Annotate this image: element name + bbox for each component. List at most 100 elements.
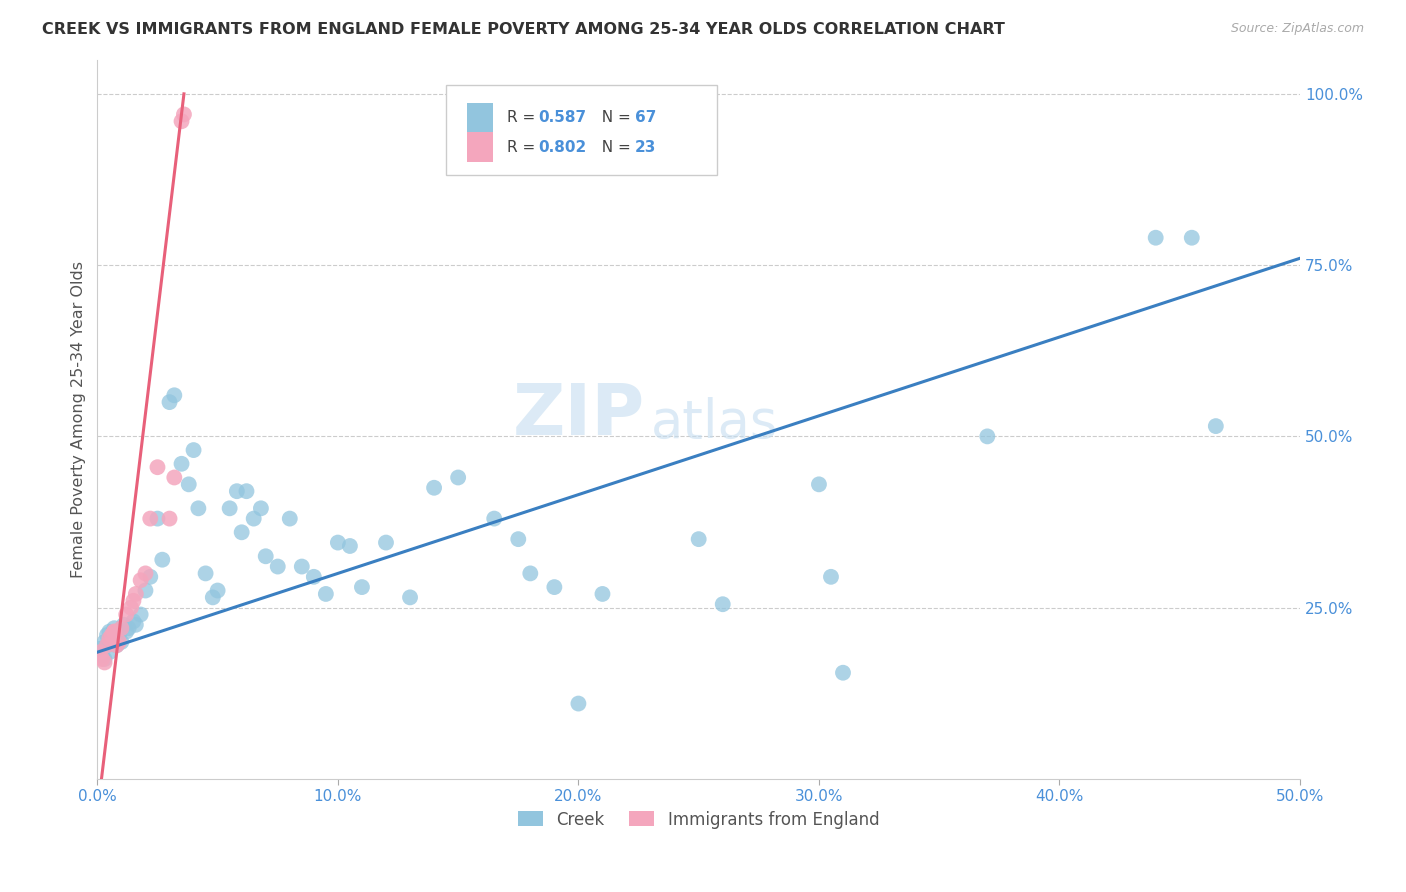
Point xyxy=(98,632,121,646)
Point xyxy=(194,566,217,581)
Point xyxy=(96,638,118,652)
Point xyxy=(105,638,128,652)
Point xyxy=(163,470,186,484)
Point xyxy=(820,570,842,584)
Point xyxy=(89,641,111,656)
Point xyxy=(91,652,114,666)
Text: 23: 23 xyxy=(636,140,657,155)
Point xyxy=(163,388,186,402)
Point xyxy=(103,621,125,635)
Point xyxy=(159,511,181,525)
Point xyxy=(150,552,173,566)
Point xyxy=(101,635,124,649)
Point xyxy=(201,591,224,605)
Point xyxy=(423,481,446,495)
Point xyxy=(177,477,200,491)
Point xyxy=(543,580,565,594)
Point xyxy=(1181,230,1204,244)
Text: atlas: atlas xyxy=(651,397,778,449)
Text: N =: N = xyxy=(592,140,636,155)
Point xyxy=(98,624,121,639)
Point xyxy=(231,525,253,540)
Point xyxy=(110,621,132,635)
Point xyxy=(832,665,855,680)
Point xyxy=(105,638,128,652)
Point xyxy=(447,470,470,484)
Point xyxy=(112,617,135,632)
Text: CREEK VS IMMIGRANTS FROM ENGLAND FEMALE POVERTY AMONG 25-34 YEAR OLDS CORRELATIO: CREEK VS IMMIGRANTS FROM ENGLAND FEMALE … xyxy=(42,22,1005,37)
FancyBboxPatch shape xyxy=(467,132,494,162)
Point xyxy=(159,395,181,409)
Point xyxy=(96,628,118,642)
Point xyxy=(101,628,124,642)
Point xyxy=(1144,230,1167,244)
Point xyxy=(129,574,152,588)
Point xyxy=(688,532,710,546)
Point xyxy=(350,580,373,594)
Point xyxy=(120,600,142,615)
Point xyxy=(108,628,131,642)
Point xyxy=(134,583,156,598)
Point xyxy=(225,484,247,499)
Point xyxy=(139,570,162,584)
Point xyxy=(1205,419,1227,434)
Point xyxy=(250,501,273,516)
Point xyxy=(976,429,998,443)
Point xyxy=(122,615,145,629)
Text: R =: R = xyxy=(508,111,540,126)
Point xyxy=(93,652,115,666)
Point xyxy=(399,591,422,605)
Point xyxy=(125,617,148,632)
Point xyxy=(592,587,614,601)
Text: N =: N = xyxy=(592,111,636,126)
Point xyxy=(125,587,148,601)
Text: 0.587: 0.587 xyxy=(538,111,586,126)
Point xyxy=(93,635,115,649)
Point xyxy=(93,656,115,670)
Point xyxy=(519,566,541,581)
Point xyxy=(146,460,169,475)
Point xyxy=(170,457,193,471)
Point xyxy=(711,597,734,611)
Point xyxy=(146,511,169,525)
Point xyxy=(267,559,290,574)
FancyBboxPatch shape xyxy=(467,103,494,133)
Point xyxy=(115,624,138,639)
Point xyxy=(339,539,361,553)
Point xyxy=(96,638,118,652)
Point xyxy=(807,477,830,491)
Point xyxy=(170,114,193,128)
Point xyxy=(91,648,114,663)
Point xyxy=(207,583,229,598)
Point xyxy=(89,645,111,659)
Point xyxy=(235,484,257,499)
Legend: Creek, Immigrants from England: Creek, Immigrants from England xyxy=(512,804,886,835)
Text: ZIP: ZIP xyxy=(512,381,644,450)
Point xyxy=(218,501,240,516)
Point xyxy=(108,635,131,649)
Point xyxy=(254,549,277,564)
Y-axis label: Female Poverty Among 25-34 Year Olds: Female Poverty Among 25-34 Year Olds xyxy=(72,260,86,578)
Point xyxy=(103,632,125,646)
Text: R =: R = xyxy=(508,140,540,155)
Point xyxy=(129,607,152,622)
Text: 67: 67 xyxy=(636,111,657,126)
Point xyxy=(315,587,337,601)
Point xyxy=(508,532,530,546)
Point xyxy=(187,501,209,516)
Point xyxy=(173,107,195,121)
Point xyxy=(278,511,301,525)
Point xyxy=(291,559,314,574)
Point xyxy=(103,624,125,639)
Point xyxy=(139,511,162,525)
Point xyxy=(375,535,398,549)
FancyBboxPatch shape xyxy=(446,85,717,175)
Point xyxy=(326,535,349,549)
Point xyxy=(122,594,145,608)
Point xyxy=(183,443,205,458)
Point xyxy=(98,645,121,659)
Point xyxy=(110,635,132,649)
Point xyxy=(117,621,139,635)
Point xyxy=(134,566,156,581)
Point xyxy=(115,607,138,622)
